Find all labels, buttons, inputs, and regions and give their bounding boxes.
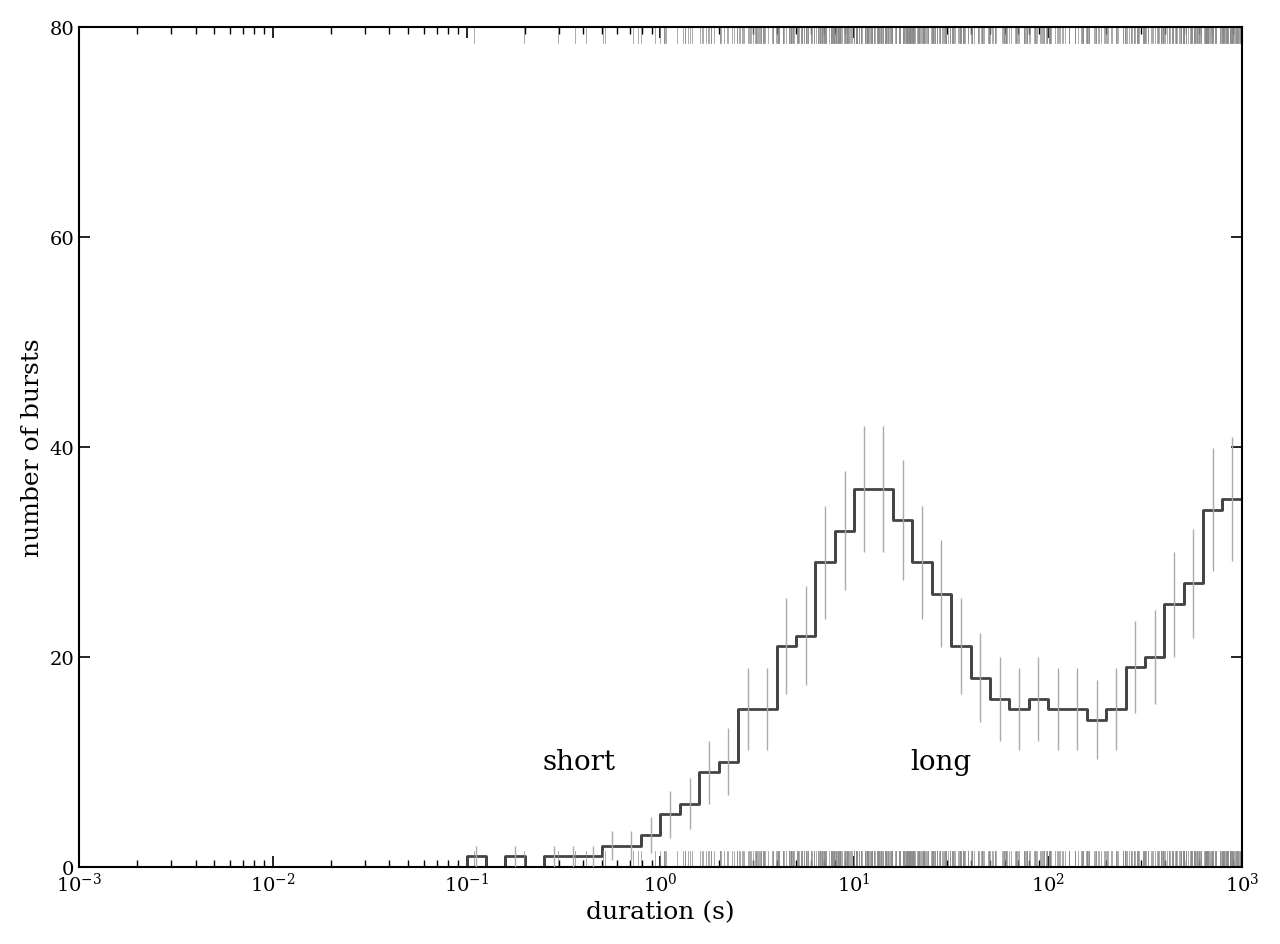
Y-axis label: number of bursts: number of bursts <box>20 338 44 556</box>
Text: short: short <box>543 749 616 775</box>
X-axis label: duration (s): duration (s) <box>586 901 735 923</box>
Text: long: long <box>910 749 972 775</box>
